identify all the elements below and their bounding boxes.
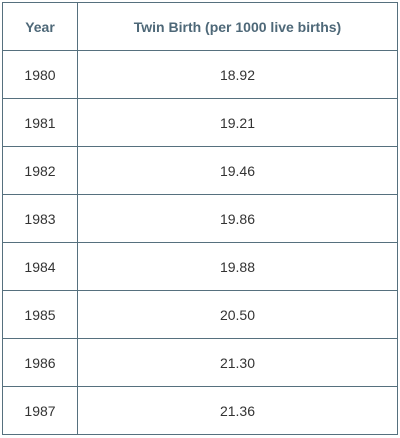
header-cell: Year bbox=[2, 2, 78, 51]
table-row: 1986 21.30 bbox=[2, 338, 398, 387]
year-cell: 1982 bbox=[2, 146, 78, 195]
value-cell: 19.88 bbox=[77, 242, 398, 291]
table-row: 1987 21.36 bbox=[2, 386, 398, 435]
value-cell: 18.92 bbox=[77, 50, 398, 99]
table-row: 1981 19.21 bbox=[2, 98, 398, 147]
value-cell: 19.46 bbox=[77, 146, 398, 195]
year-cell: 1983 bbox=[2, 194, 78, 243]
year-cell: 1980 bbox=[2, 50, 78, 99]
table-row: 1983 19.86 bbox=[2, 194, 398, 243]
value-cell: 19.86 bbox=[77, 194, 398, 243]
table-row: 1982 19.46 bbox=[2, 146, 398, 195]
year-cell: 1985 bbox=[2, 290, 78, 339]
year-cell: 1984 bbox=[2, 242, 78, 291]
year-cell: 1981 bbox=[2, 98, 78, 147]
table-row: 1985 20.50 bbox=[2, 290, 398, 339]
value-cell: 20.50 bbox=[77, 290, 398, 339]
value-cell: 21.30 bbox=[77, 338, 398, 387]
year-cell: 1986 bbox=[2, 338, 78, 387]
data-table: Year Twin Birth (per 1000 live births) 1… bbox=[2, 2, 398, 435]
year-cell: 1987 bbox=[2, 386, 78, 435]
table-row: 1980 18.92 bbox=[2, 50, 398, 99]
table-row: 1984 19.88 bbox=[2, 242, 398, 291]
header-row: Year Twin Birth (per 1000 live births) bbox=[2, 2, 398, 51]
header-cell: Twin Birth (per 1000 live births) bbox=[77, 2, 398, 51]
table-head: Year Twin Birth (per 1000 live births) bbox=[2, 2, 398, 51]
value-cell: 19.21 bbox=[77, 98, 398, 147]
value-cell: 21.36 bbox=[77, 386, 398, 435]
table-body: 1980 18.92 1981 19.21 1982 19.46 1983 19.86 1984… bbox=[2, 50, 398, 435]
